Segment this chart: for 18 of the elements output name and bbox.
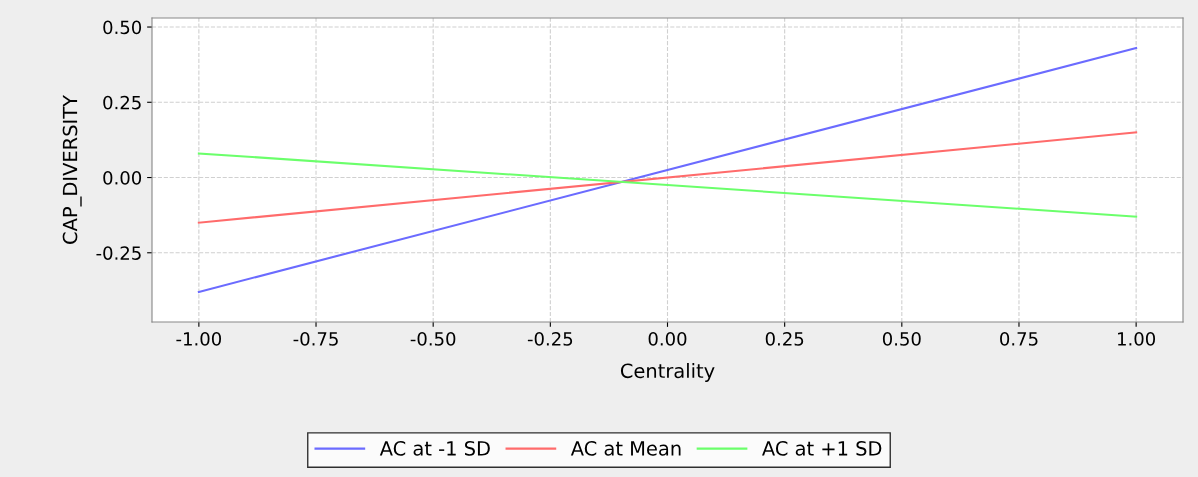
y-tick-label: -0.25 xyxy=(96,246,141,260)
x-tick-label: -0.50 xyxy=(410,332,456,346)
y-tick-label: 0.00 xyxy=(103,170,142,185)
x-tick-label: 1.00 xyxy=(1118,332,1156,346)
x-tick-label: 0.00 xyxy=(648,332,687,346)
y-tick-label: 0.25 xyxy=(103,95,141,110)
legend-label: AC at Mean xyxy=(570,441,681,456)
y-axis-title: CAP_DIVERSITY xyxy=(62,94,82,244)
x-tick-label: -0.25 xyxy=(527,332,573,346)
x-axis-title: Centrality xyxy=(620,363,715,382)
x-tick-label: 0.50 xyxy=(882,332,921,346)
x-tick-label: -1.00 xyxy=(176,332,222,346)
x-tick-label: 0.25 xyxy=(765,332,804,346)
legend-label: AC at -1 SD xyxy=(379,441,490,456)
y-tick-label: 0.50 xyxy=(103,20,142,35)
legend-label: AC at +1 SD xyxy=(762,441,882,456)
x-tick-label: 0.75 xyxy=(1000,332,1038,346)
x-tick-label: -0.75 xyxy=(293,332,338,346)
